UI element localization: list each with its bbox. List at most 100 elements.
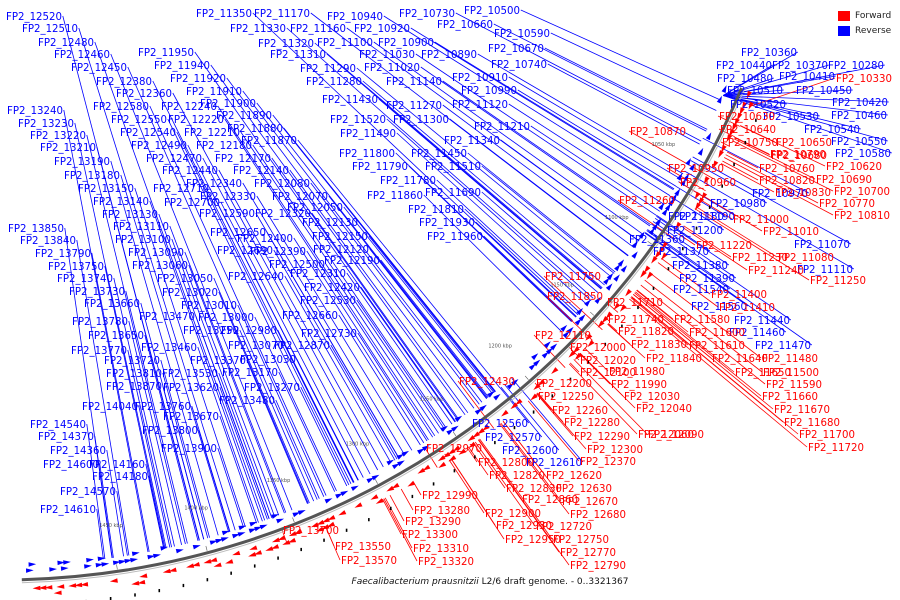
forward-gene-arrow (587, 339, 595, 348)
gene-connector (256, 195, 413, 451)
gene-connector (457, 380, 495, 429)
reverse-gene-arrow (674, 188, 681, 197)
gene-label: FP2_10410 (779, 72, 835, 83)
forward-gene-arrow (515, 398, 523, 406)
gene-connector (237, 304, 325, 497)
forward-gene-arrow (458, 448, 467, 455)
gene-connector (500, 422, 562, 502)
forward-gene-arrow (661, 241, 669, 250)
gene-connector (579, 352, 636, 409)
gene-connector (297, 139, 501, 389)
gene-marker (109, 597, 112, 600)
gene-connector (644, 232, 749, 307)
gene-label: FP2_12520 (6, 12, 62, 23)
gene-label: FP2_10540 (804, 125, 860, 136)
gene-connector (499, 423, 570, 515)
gene-label: FP2_12800 (478, 458, 534, 469)
reverse-gene-arrow (705, 132, 712, 141)
gene-connector (527, 400, 580, 462)
gene-label: FP2_13850 (8, 224, 64, 235)
reverse-gene-arrow (160, 546, 169, 551)
gene-marker (569, 377, 572, 381)
gene-connector (636, 289, 689, 333)
gene-label: FP2_12100 (580, 368, 636, 379)
gene-label: FP2_11750 (545, 272, 601, 283)
gene-arrow-layer (25, 85, 757, 600)
gene-connector (271, 157, 459, 421)
gene-label: FP2_11540 (673, 285, 729, 296)
gene-connector (720, 141, 731, 147)
gene-connector (734, 136, 770, 155)
reverse-gene-arrow (366, 477, 375, 484)
gene-label: FP2_11300 (393, 115, 449, 126)
gene-label: FP2_11310 (270, 50, 326, 61)
gene-label: FP2_13480 (219, 396, 275, 407)
gene-label: FP2_10810 (834, 211, 890, 222)
forward-gene-arrow (375, 498, 384, 504)
gene-label: FP2_10760 (759, 164, 815, 175)
gene-connector (389, 495, 405, 522)
forward-gene-arrow (321, 517, 330, 523)
gene-label: FP2_12860 (522, 495, 578, 506)
gene-connector (500, 386, 543, 438)
gene-label: FP2_12370 (580, 457, 636, 468)
gene-label: FP2_12550 (111, 115, 167, 126)
forward-gene-arrow (651, 255, 658, 264)
reverse-gene-arrow (511, 378, 519, 386)
gene-connector (544, 47, 708, 130)
gene-label: FP2_11920 (170, 74, 226, 85)
gene-label: FP2_13730 (69, 287, 125, 298)
gene-connector (217, 447, 244, 528)
reverse-gene-arrow (324, 498, 333, 504)
gene-label: FP2_11800 (339, 149, 395, 160)
gene-label: FP2_11840 (646, 354, 702, 365)
gene-label: FP2_11950 (138, 48, 194, 59)
gene-connector (91, 252, 150, 552)
gene-label: FP2_12220 (168, 115, 224, 126)
gene-connector (382, 498, 402, 535)
scale-tick-label: 1200 kbp (488, 343, 512, 349)
gene-connector (134, 187, 246, 528)
gene-label: FP2_10330 (836, 74, 892, 85)
gene-label: FP2_11250 (810, 276, 866, 287)
map-caption: Faecalibacterium prausnitzii L2/6 draft … (300, 577, 680, 587)
gene-connector (656, 215, 711, 252)
gene-label: FP2_11020 (364, 63, 420, 74)
reverse-gene-arrow (528, 363, 536, 371)
gene-connector (739, 125, 826, 167)
gene-marker (744, 140, 747, 145)
reverse-gene-arrow (550, 343, 558, 351)
genome-backbone-shadow (21, 89, 745, 584)
gene-connector (608, 323, 618, 332)
legend-reverse: Reverse (838, 23, 891, 38)
gene-label: FP2_11910 (186, 87, 242, 98)
forward-gene-arrow (675, 221, 682, 230)
gene-label: FP2_12430 (459, 377, 515, 388)
gene-marker (652, 286, 655, 290)
gene-label: FP2_11640 (712, 354, 768, 365)
scale-tick-label: 1150 kbp (550, 283, 574, 289)
gene-connector (669, 195, 725, 231)
gene-connector (310, 182, 480, 405)
gene-label: FP2_13070 (228, 341, 284, 352)
gene-connector (383, 498, 418, 562)
gene-label: FP2_11650 (735, 368, 791, 379)
gene-connector (286, 27, 594, 299)
gene-label: FP2_11480 (762, 354, 818, 365)
gene-label: FP2_10690 (816, 175, 872, 186)
scale-tick (590, 311, 595, 316)
gene-label: FP2_12280 (564, 418, 620, 429)
gene-connector (722, 64, 774, 96)
gene-label: FP2_12110 (535, 331, 591, 342)
gene-connector (273, 249, 396, 461)
reverse-gene-arrow (220, 537, 229, 542)
gene-marker (474, 455, 476, 459)
gene-label: FP2_12340 (186, 179, 242, 190)
gene-label: FP2_12480 (38, 38, 94, 49)
gene-connector (467, 152, 616, 273)
reverse-gene-arrow (396, 453, 405, 460)
scale-tick-label: 1050 kbp (652, 142, 676, 148)
gene-label: FP2_14540 (30, 420, 86, 431)
reverse-gene-arrow (249, 521, 258, 527)
reverse-gene-arrow (671, 193, 678, 202)
